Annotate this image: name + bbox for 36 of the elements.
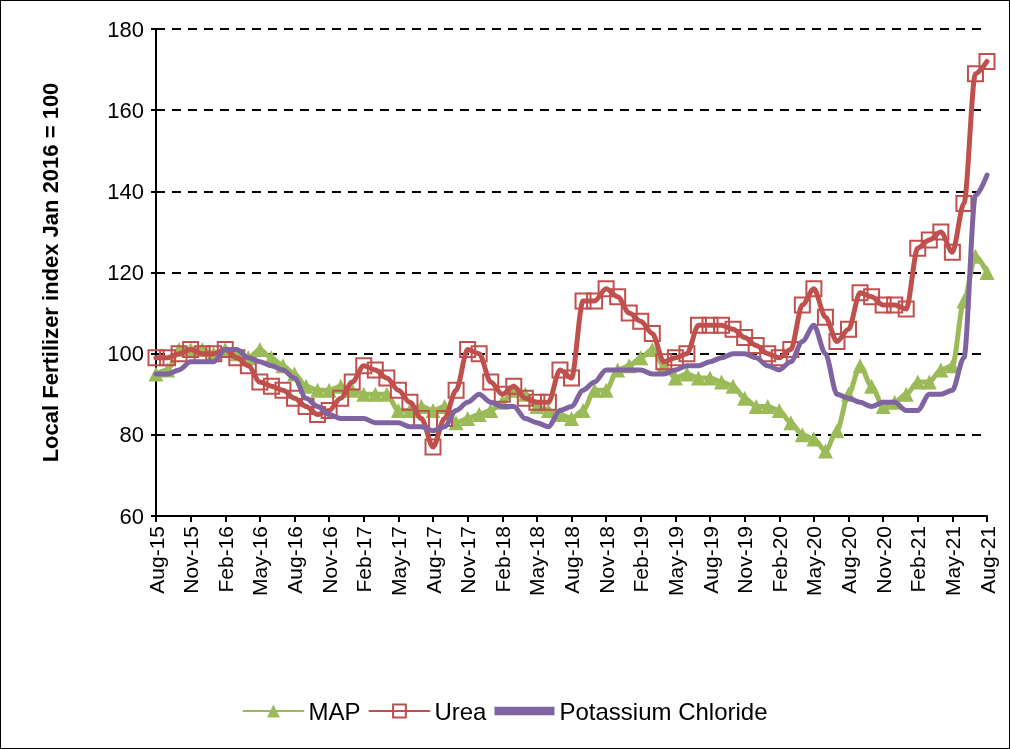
y-tick-label: 140 <box>107 178 144 204</box>
x-tick-label: May-19 <box>663 526 687 597</box>
x-tick-label: Nov-19 <box>733 526 757 594</box>
x-tick-label: May-20 <box>802 526 826 597</box>
legend-label: Urea <box>434 697 488 725</box>
y-tick-label: 180 <box>107 16 144 42</box>
y-tick-label: 60 <box>119 503 144 529</box>
x-tick-label: May-16 <box>248 526 272 597</box>
x-tick-label: Aug-18 <box>560 526 583 594</box>
x-tick-label: Aug-17 <box>421 526 445 594</box>
x-tick-label: Aug-19 <box>698 526 722 594</box>
x-tick-label: Aug-21 <box>975 526 999 594</box>
x-tick-label: Nov-20 <box>871 526 895 594</box>
x-tick-label: Aug-20 <box>837 526 860 594</box>
x-tick-label: May-21 <box>940 526 964 597</box>
x-tick-label: Nov-18 <box>594 526 618 594</box>
y-tick-label: 100 <box>107 341 144 367</box>
x-tick-label: May-17 <box>386 526 410 597</box>
x-tick-label: Feb-21 <box>906 526 930 593</box>
y-axis-title: Local Fertilizer index Jan 2016 = 100 <box>37 82 63 463</box>
x-tick-label: Feb-18 <box>490 526 514 593</box>
x-tick-label: Feb-17 <box>352 526 376 593</box>
x-tick-label: Nov-16 <box>317 526 341 594</box>
x-tick-label: Feb-16 <box>213 526 237 593</box>
x-tick-label: Aug-16 <box>283 526 306 594</box>
x-tick-label: Nov-15 <box>179 526 203 594</box>
y-tick-label: 120 <box>107 260 144 285</box>
x-tick-label: Feb-19 <box>629 526 653 593</box>
legend-label: MAP <box>308 697 361 725</box>
x-tick-label: Nov-17 <box>456 526 480 594</box>
y-tick-label: 160 <box>107 97 144 123</box>
y-tick-label: 80 <box>119 422 144 448</box>
x-tick-label: Aug-15 <box>144 526 168 594</box>
x-tick-label: Feb-20 <box>767 526 791 593</box>
x-tick-label: May-18 <box>525 526 549 597</box>
legend-label: Potassium Chloride <box>559 697 768 725</box>
